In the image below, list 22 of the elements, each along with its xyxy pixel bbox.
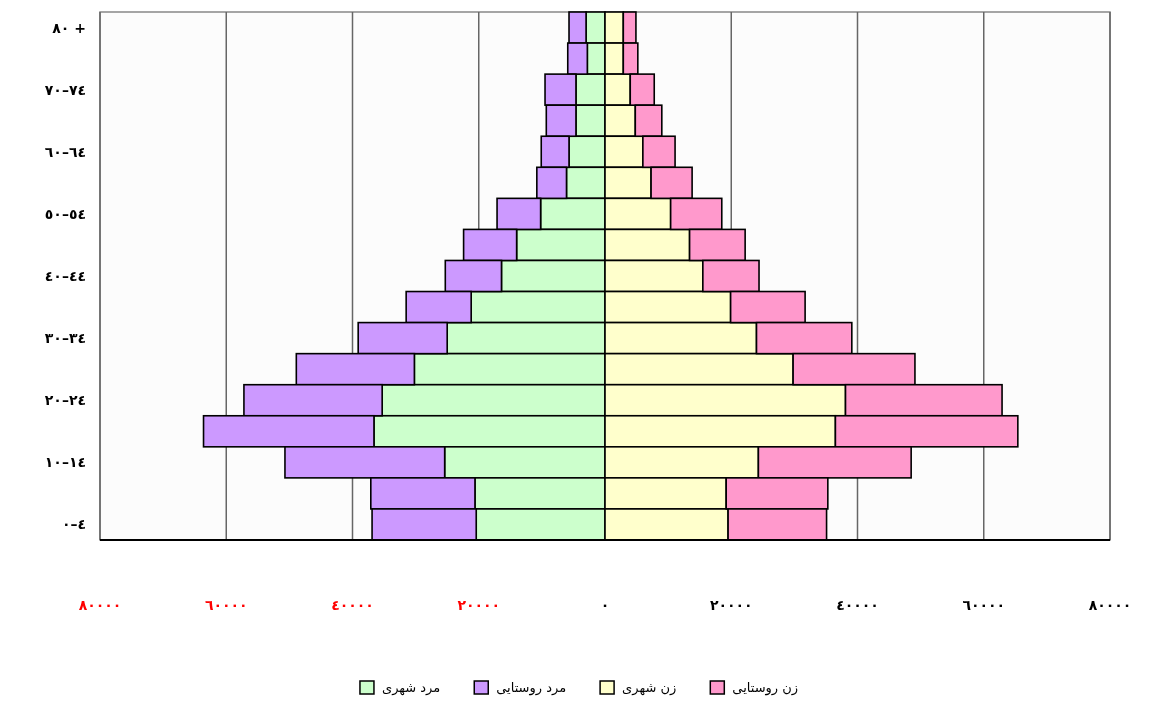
x-tick-label: ٨٠٠٠٠ <box>1088 597 1132 613</box>
y-tick-label: ٦٠–٦٤ <box>44 143 86 160</box>
y-tick-label: ٥٠–٥٤ <box>44 205 86 222</box>
x-tick-label: ٤٠٠٠٠ <box>331 597 374 613</box>
y-tick-label: ٣٠–٣٤ <box>44 330 86 347</box>
x-tick-label: ٦٠٠٠٠ <box>962 597 1006 613</box>
y-tick-label: ٢٠–٢٤ <box>44 392 86 409</box>
x-tick-label: ٢٠٠٠٠ <box>457 597 501 613</box>
y-tick-label: ٠–٤ <box>61 516 86 533</box>
legend-label: مرد شهری <box>381 680 441 696</box>
x-tick-label: ٨٠٠٠٠ <box>78 597 122 613</box>
legend-label: زن شهری <box>622 680 677 696</box>
y-tick-label: ١٠–١٤ <box>44 454 86 471</box>
y-tick-label: ٨٠ + <box>52 19 86 36</box>
x-tick-label: ٢٠٠٠٠ <box>709 597 753 613</box>
x-tick-label: ٤٠٠٠٠ <box>836 597 879 613</box>
legend-label: زن روستایی <box>732 680 799 696</box>
legend-label: مرد روستایی <box>496 680 567 696</box>
x-tick-label: ٦٠٠٠٠ <box>204 597 248 613</box>
y-tick-label: ٧٠–٧٤ <box>44 81 86 98</box>
y-tick-label: ٤٠–٤٤ <box>44 268 86 284</box>
x-tick-label: ٠ <box>600 597 610 613</box>
